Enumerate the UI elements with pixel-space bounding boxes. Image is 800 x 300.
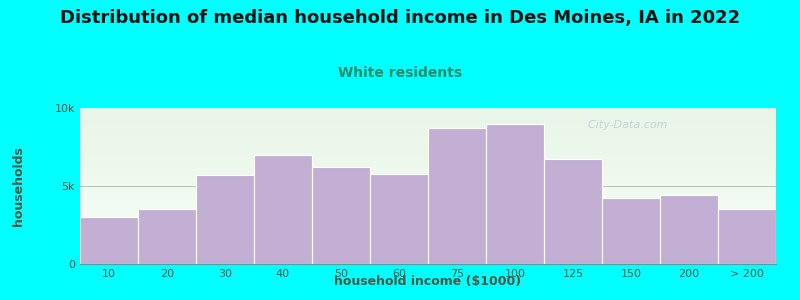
- Text: Distribution of median household income in Des Moines, IA in 2022: Distribution of median household income …: [60, 9, 740, 27]
- Bar: [428, 128, 486, 264]
- Text: households: households: [12, 146, 25, 226]
- Bar: [486, 124, 544, 264]
- Bar: [196, 175, 254, 264]
- Bar: [544, 160, 602, 264]
- Bar: [602, 199, 660, 264]
- Text: household income ($1000): household income ($1000): [334, 275, 522, 288]
- Text: White residents: White residents: [338, 66, 462, 80]
- Bar: [718, 209, 776, 264]
- Bar: [370, 173, 428, 264]
- Bar: [80, 217, 138, 264]
- Bar: [254, 155, 312, 264]
- Bar: [138, 209, 196, 264]
- Bar: [312, 167, 370, 264]
- Text: City-Data.com: City-Data.com: [581, 121, 668, 130]
- Bar: [660, 195, 718, 264]
